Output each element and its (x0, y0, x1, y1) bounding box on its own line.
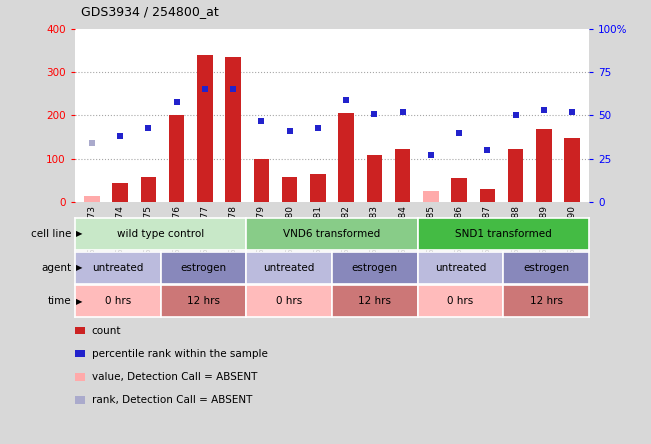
Text: 12 hrs: 12 hrs (358, 297, 391, 306)
Text: SND1 transformed: SND1 transformed (455, 229, 552, 239)
Text: 0 hrs: 0 hrs (105, 297, 131, 306)
Bar (395, 149, 410, 202)
Text: 12 hrs: 12 hrs (187, 297, 220, 306)
Text: cell line: cell line (31, 229, 72, 239)
Bar (113, 182, 128, 202)
Text: 0 hrs: 0 hrs (447, 297, 474, 306)
Bar (254, 159, 269, 202)
Text: estrogen: estrogen (352, 263, 398, 273)
Bar (423, 191, 439, 202)
Text: percentile rank within the sample: percentile rank within the sample (92, 349, 268, 359)
Text: rank, Detection Call = ABSENT: rank, Detection Call = ABSENT (92, 395, 252, 405)
Bar (564, 138, 580, 202)
Text: estrogen: estrogen (180, 263, 227, 273)
Text: untreated: untreated (264, 263, 315, 273)
Text: ▶: ▶ (76, 263, 83, 272)
Text: agent: agent (42, 263, 72, 273)
Bar (536, 129, 551, 202)
Bar (367, 155, 382, 202)
Bar (169, 115, 184, 202)
Text: GDS3934 / 254800_at: GDS3934 / 254800_at (81, 5, 219, 18)
Bar (141, 177, 156, 202)
Text: count: count (92, 326, 121, 336)
Bar (84, 195, 100, 202)
Bar (310, 174, 326, 202)
Text: ▶: ▶ (76, 230, 83, 238)
Text: untreated: untreated (92, 263, 143, 273)
Text: 12 hrs: 12 hrs (530, 297, 563, 306)
Text: time: time (48, 297, 72, 306)
Text: VND6 transformed: VND6 transformed (283, 229, 381, 239)
Bar (339, 113, 354, 202)
Bar (225, 57, 241, 202)
Text: estrogen: estrogen (523, 263, 570, 273)
Text: untreated: untreated (435, 263, 486, 273)
Text: ▶: ▶ (76, 297, 83, 306)
Bar (282, 177, 298, 202)
Bar (508, 149, 523, 202)
Bar (480, 189, 495, 202)
Bar (197, 55, 213, 202)
Text: wild type control: wild type control (117, 229, 204, 239)
Bar (451, 178, 467, 202)
Text: value, Detection Call = ABSENT: value, Detection Call = ABSENT (92, 372, 257, 382)
Text: 0 hrs: 0 hrs (276, 297, 302, 306)
